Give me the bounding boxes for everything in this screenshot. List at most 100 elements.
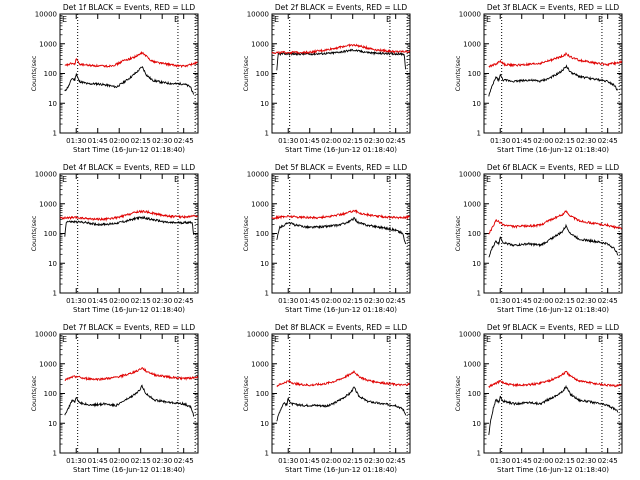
y-axis-label: Counts/sec — [242, 215, 250, 251]
y-tick-label: 1000 — [251, 40, 269, 48]
y-tick-label: 10 — [260, 260, 269, 268]
x-tick-label: 02:00 — [533, 457, 553, 465]
events-series-line — [276, 48, 407, 71]
x-tick-label: 02:30 — [152, 297, 172, 305]
x-tick-label: 02:15 — [131, 297, 151, 305]
panel-title: Det 1f BLACK = Events, RED = LLD — [63, 3, 196, 12]
y-axis-label: Counts/sec — [30, 55, 38, 91]
panel-det-9: Det 9f BLACK = Events, RED = LLD E E 1 10 100… — [454, 323, 623, 474]
plot-frame — [59, 13, 199, 134]
x-tick-label: 01:45 — [300, 297, 320, 305]
y-tick-label: 10000 — [35, 171, 57, 179]
x-axis-label: Start Time (16-Jun-12 01:18:40) — [285, 466, 397, 474]
x-tick-label: 01:30 — [278, 457, 298, 465]
corner-label-right: E — [174, 15, 179, 24]
y-tick-label: 10 — [48, 260, 57, 268]
panel-title: Det 5f BLACK = Events, RED = LLD — [275, 163, 408, 172]
x-axis-label: Start Time (16-Jun-12 01:18:40) — [73, 466, 185, 474]
corner-label-right: E — [386, 335, 391, 344]
corner-label-left: E — [274, 175, 279, 184]
y-tick-label: 100 — [468, 70, 481, 78]
x-tick-label: 02:45 — [174, 137, 194, 145]
y-tick-label: 1000 — [251, 360, 269, 368]
y-tick-label: 100 — [44, 70, 57, 78]
x-axis-label: Start Time (16-Jun-12 01:18:40) — [285, 306, 397, 314]
x-tick-label: 02:15 — [555, 297, 575, 305]
x-tick-label: 01:30 — [278, 137, 298, 145]
y-tick-label: 100 — [44, 230, 57, 238]
y-tick-label: 10 — [472, 260, 481, 268]
x-tick-label: 01:30 — [490, 137, 510, 145]
x-tick-label: 02:15 — [555, 137, 575, 145]
x-tick-label: 02:45 — [386, 297, 406, 305]
x-tick-label: 02:00 — [321, 137, 341, 145]
y-axis-label: Counts/sec — [454, 375, 462, 411]
y-tick-label: 10 — [260, 420, 269, 428]
panel-det-3: Det 3f BLACK = Events, RED = LLD E E 1 10 100… — [454, 3, 623, 154]
y-tick-label: 100 — [256, 390, 269, 398]
plot-frame — [59, 173, 199, 294]
y-tick-label: 1 — [53, 290, 57, 298]
panel-title: Det 6f BLACK = Events, RED = LLD — [487, 163, 620, 172]
x-tick-label: 01:45 — [300, 457, 320, 465]
corner-label-left: E — [62, 335, 67, 344]
x-tick-label: 02:45 — [174, 297, 194, 305]
x-tick-label: 02:00 — [321, 457, 341, 465]
x-tick-label: 01:30 — [66, 457, 86, 465]
x-tick-label: 02:15 — [343, 457, 363, 465]
events-series-line — [488, 384, 619, 436]
y-tick-label: 10000 — [459, 331, 481, 339]
y-tick-label: 10000 — [35, 11, 57, 19]
events-series-line — [276, 386, 407, 422]
y-tick-label: 1 — [265, 130, 269, 138]
panel-det-1: Det 1f BLACK = Events, RED = LLD E E 1 10 100… — [30, 3, 199, 154]
y-tick-label: 1000 — [39, 200, 57, 208]
panel-title: Det 4f BLACK = Events, RED = LLD — [63, 163, 196, 172]
y-tick-label: 1 — [53, 130, 57, 138]
corner-label-right: E — [598, 175, 603, 184]
x-tick-label: 02:15 — [131, 457, 151, 465]
panel-det-2: Det 2f BLACK = Events, RED = LLD E E 1 10 100… — [242, 3, 411, 154]
y-tick-label: 1000 — [463, 200, 481, 208]
x-tick-label: 02:15 — [131, 137, 151, 145]
events-series-line — [488, 223, 619, 258]
y-tick-label: 1000 — [39, 40, 57, 48]
x-tick-label: 02:00 — [109, 137, 129, 145]
y-axis-label: Counts/sec — [454, 55, 462, 91]
x-tick-label: 02:30 — [576, 457, 596, 465]
lld-series-line — [488, 51, 623, 68]
x-axis-label: Start Time (16-Jun-12 01:18:40) — [73, 146, 185, 154]
x-axis-label: Start Time (16-Jun-12 01:18:40) — [497, 146, 609, 154]
y-tick-label: 1 — [477, 290, 481, 298]
x-axis-label: Start Time (16-Jun-12 01:18:40) — [497, 306, 609, 314]
events-series-line — [64, 215, 195, 237]
x-tick-label: 01:45 — [88, 297, 108, 305]
y-axis-label: Counts/sec — [242, 375, 250, 411]
plot-frame — [483, 333, 623, 454]
x-tick-label: 02:00 — [533, 137, 553, 145]
x-tick-label: 01:45 — [512, 457, 532, 465]
x-tick-label: 02:15 — [343, 137, 363, 145]
corner-label-right: E — [174, 335, 179, 344]
x-tick-label: 01:45 — [88, 137, 108, 145]
y-tick-label: 1 — [265, 450, 269, 458]
y-tick-label: 10 — [48, 420, 57, 428]
y-tick-label: 1000 — [251, 200, 269, 208]
y-tick-label: 10000 — [35, 331, 57, 339]
x-tick-label: 02:15 — [343, 297, 363, 305]
y-tick-label: 100 — [468, 230, 481, 238]
corner-label-left: E — [274, 15, 279, 24]
x-tick-label: 01:30 — [278, 297, 298, 305]
y-tick-label: 1 — [53, 450, 57, 458]
x-tick-label: 02:30 — [364, 297, 384, 305]
x-tick-label: 01:30 — [490, 297, 510, 305]
y-tick-label: 10000 — [247, 171, 269, 179]
panel-det-8: Det 8f BLACK = Events, RED = LLD E E 1 10 100… — [242, 323, 411, 474]
lld-series-line — [64, 50, 198, 69]
y-tick-label: 100 — [468, 390, 481, 398]
corner-label-right: E — [598, 335, 603, 344]
y-tick-label: 100 — [256, 230, 269, 238]
x-tick-label: 02:30 — [364, 137, 384, 145]
y-axis-label: Counts/sec — [242, 55, 250, 91]
